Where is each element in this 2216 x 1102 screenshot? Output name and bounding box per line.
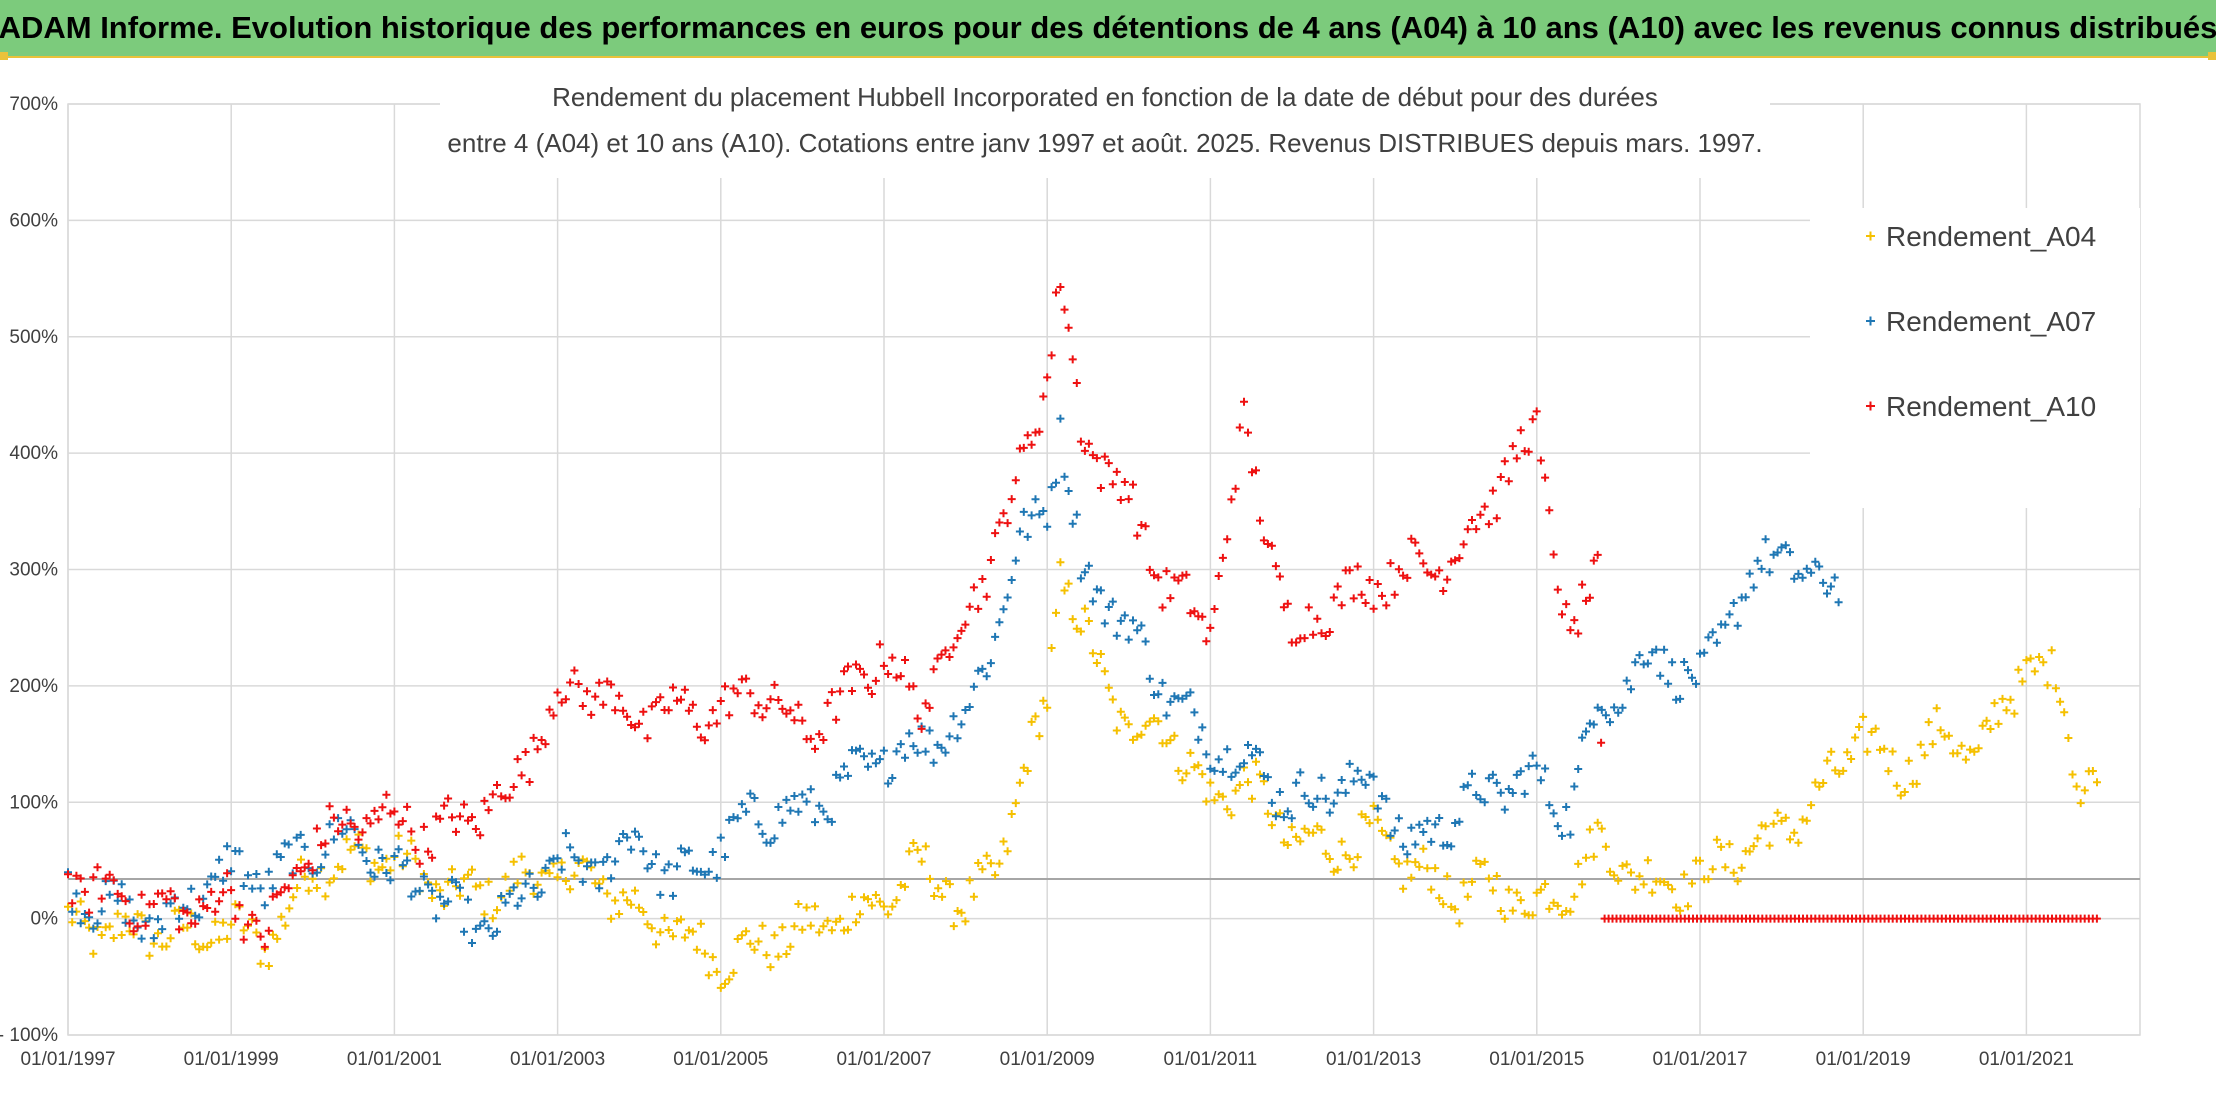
x-tick-label: 01/01/2005 (673, 1049, 768, 1070)
banner-corner-right (2208, 52, 2216, 60)
y-tick-label: 700% (9, 94, 58, 115)
x-tick-label: 01/01/2019 (1816, 1049, 1911, 1070)
marker-Rendement_A07 (64, 414, 1843, 947)
y-tick-label: 400% (9, 443, 58, 464)
data-points (64, 283, 2101, 992)
series-Rendement_A04 (64, 558, 2101, 992)
legend-marker (1866, 401, 1875, 411)
legend-label: Rendement_A04 (1886, 221, 2096, 252)
report-banner: ADAM Informe. Evolution historique des p… (0, 0, 2216, 58)
x-tick-label: 01/01/1997 (20, 1049, 115, 1070)
legend-label: Rendement_A10 (1886, 391, 2096, 422)
x-tick-label: 01/01/2017 (1652, 1049, 1747, 1070)
x-tick-label: 01/01/2011 (1164, 1049, 1258, 1070)
x-axis-ticks: 01/01/1997 01/01/1999 01/01/2001 01/01/2003… (20, 1049, 2073, 1070)
chart-title-line-1: Rendement du placement Hubbell Incorpora… (552, 82, 1658, 112)
chart-title-line-2: entre 4 (A04) et 10 ans (A10). Cotations… (447, 128, 1762, 158)
series-Rendement_A10 (64, 283, 2101, 951)
x-tick-label: 01/01/2009 (1000, 1049, 1095, 1070)
x-tick-label: 01/01/2003 (510, 1049, 605, 1070)
x-tick-label: 01/01/2021 (1979, 1049, 2074, 1070)
y-tick-label: 100% (9, 792, 58, 813)
y-tick-label: 0% (31, 909, 59, 930)
x-tick-label: 01/01/1999 (184, 1049, 279, 1070)
report-title: ADAM Informe. Evolution historique des p… (0, 10, 2216, 45)
marker-Rendement_A10 (64, 283, 2101, 951)
x-tick-label: 01/01/2015 (1489, 1049, 1584, 1070)
chart-title-box: Rendement du placement Hubbell Incorpora… (440, 58, 1770, 178)
legend-label: Rendement_A07 (1886, 306, 2096, 337)
x-tick-label: 01/01/2013 (1326, 1049, 1421, 1070)
banner-corner-left (0, 52, 8, 60)
y-tick-label: 200% (9, 676, 58, 697)
marker-Rendement_A04 (64, 558, 2101, 992)
y-tick-label: 600% (9, 210, 58, 231)
x-tick-label: 01/01/2007 (836, 1049, 931, 1070)
legend-marker (1866, 231, 1875, 241)
y-tick-label: 300% (9, 560, 58, 581)
y-tick-label: 500% (9, 327, 58, 348)
y-axis-ticks: - 100% 0% 100% 200% 300% 400% 500% 600% 700% (0, 94, 58, 1046)
x-tick-label: 01/01/2001 (347, 1049, 442, 1070)
legend: Rendement_A04 Rendement_A07 Rendement_A10 (1810, 208, 2140, 508)
series-Rendement_A07 (64, 414, 1843, 947)
legend-marker (1866, 316, 1875, 326)
y-tick-label: - 100% (0, 1025, 58, 1046)
scatter-chart: - 100% 0% 100% 200% 300% 400% 500% 600% 700% 01/… (0, 58, 2141, 1070)
